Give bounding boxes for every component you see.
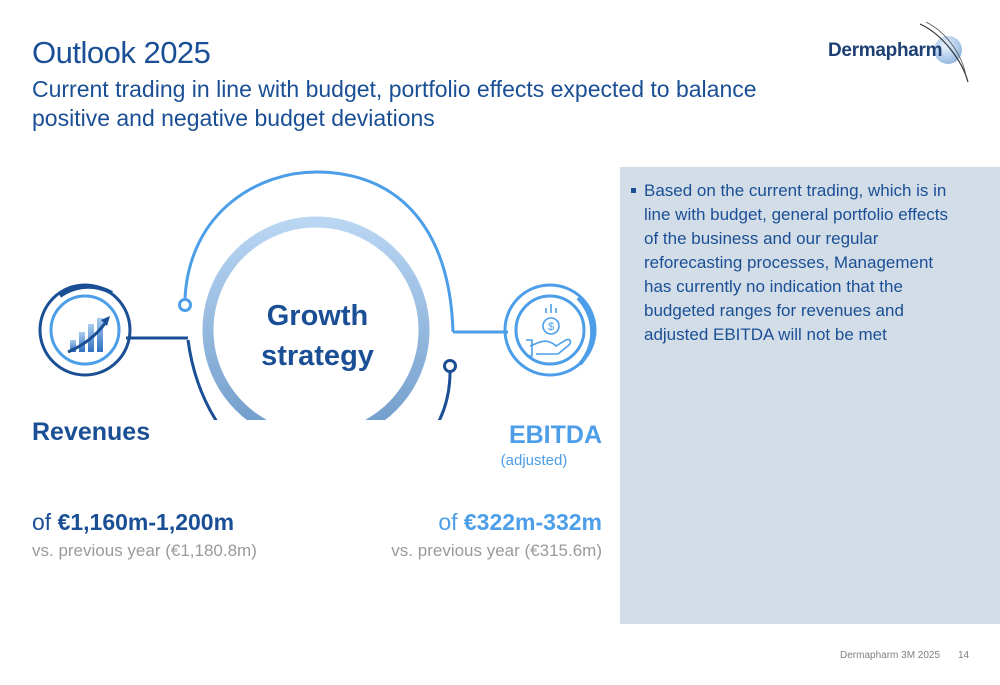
center-label-line2: strategy — [261, 340, 374, 372]
outer-arc-bottom — [186, 339, 452, 420]
center-ring — [202, 216, 430, 420]
page-number: 14 — [958, 650, 970, 661]
money-hand-icon: $ — [526, 304, 572, 357]
ebitda-value-prefix: of — [438, 509, 464, 535]
outlook-note-text: Based on the current trading, which is i… — [644, 181, 948, 344]
ebitda-guidance: of €322m-332m — [380, 509, 602, 536]
revenues-label: Revenues — [32, 418, 151, 446]
revenues-previous-year: vs. previous year (€1,180.8m) — [32, 541, 257, 560]
ebitda-sublabel: (adjusted) — [500, 452, 568, 469]
ebitda-value: €322m-332m — [463, 509, 602, 535]
growth-chart-icon — [67, 316, 110, 354]
outlook-note-panel: Based on the current trading, which is i… — [620, 167, 1000, 624]
svg-text:$: $ — [548, 321, 554, 333]
page-subtitle: Current trading in line with budget, por… — [32, 76, 757, 131]
outer-arc-top — [183, 170, 455, 333]
revenues-guidance: of €1,160m-1,200m — [32, 509, 234, 536]
logo-wordmark: Dermapharm — [828, 40, 943, 61]
page-title: Outlook 2025 — [32, 35, 211, 70]
ebitda-label: EBITDA — [508, 421, 602, 449]
logo-swoosh-icon — [919, 21, 969, 83]
revenues-icon-group — [38, 283, 132, 377]
footer-source: Dermapharm 3M 2025 — [840, 650, 941, 661]
arc-endpoint-right — [443, 359, 457, 373]
growth-strategy-label: Growth strategy — [230, 296, 405, 376]
company-logo: Dermapharm — [822, 20, 972, 90]
bullet-icon — [631, 188, 636, 193]
growth-diagram: $ — [38, 170, 597, 420]
ebitda-previous-year: vs. previous year (€315.6m) — [391, 541, 602, 560]
arc-endpoint-left — [178, 298, 192, 312]
outlook-note-item: Based on the current trading, which is i… — [631, 179, 964, 347]
revenues-value: €1,160m-1,200m — [57, 509, 235, 535]
center-label-line1: Growth — [266, 300, 369, 332]
revenues-value-prefix: of — [32, 509, 58, 535]
